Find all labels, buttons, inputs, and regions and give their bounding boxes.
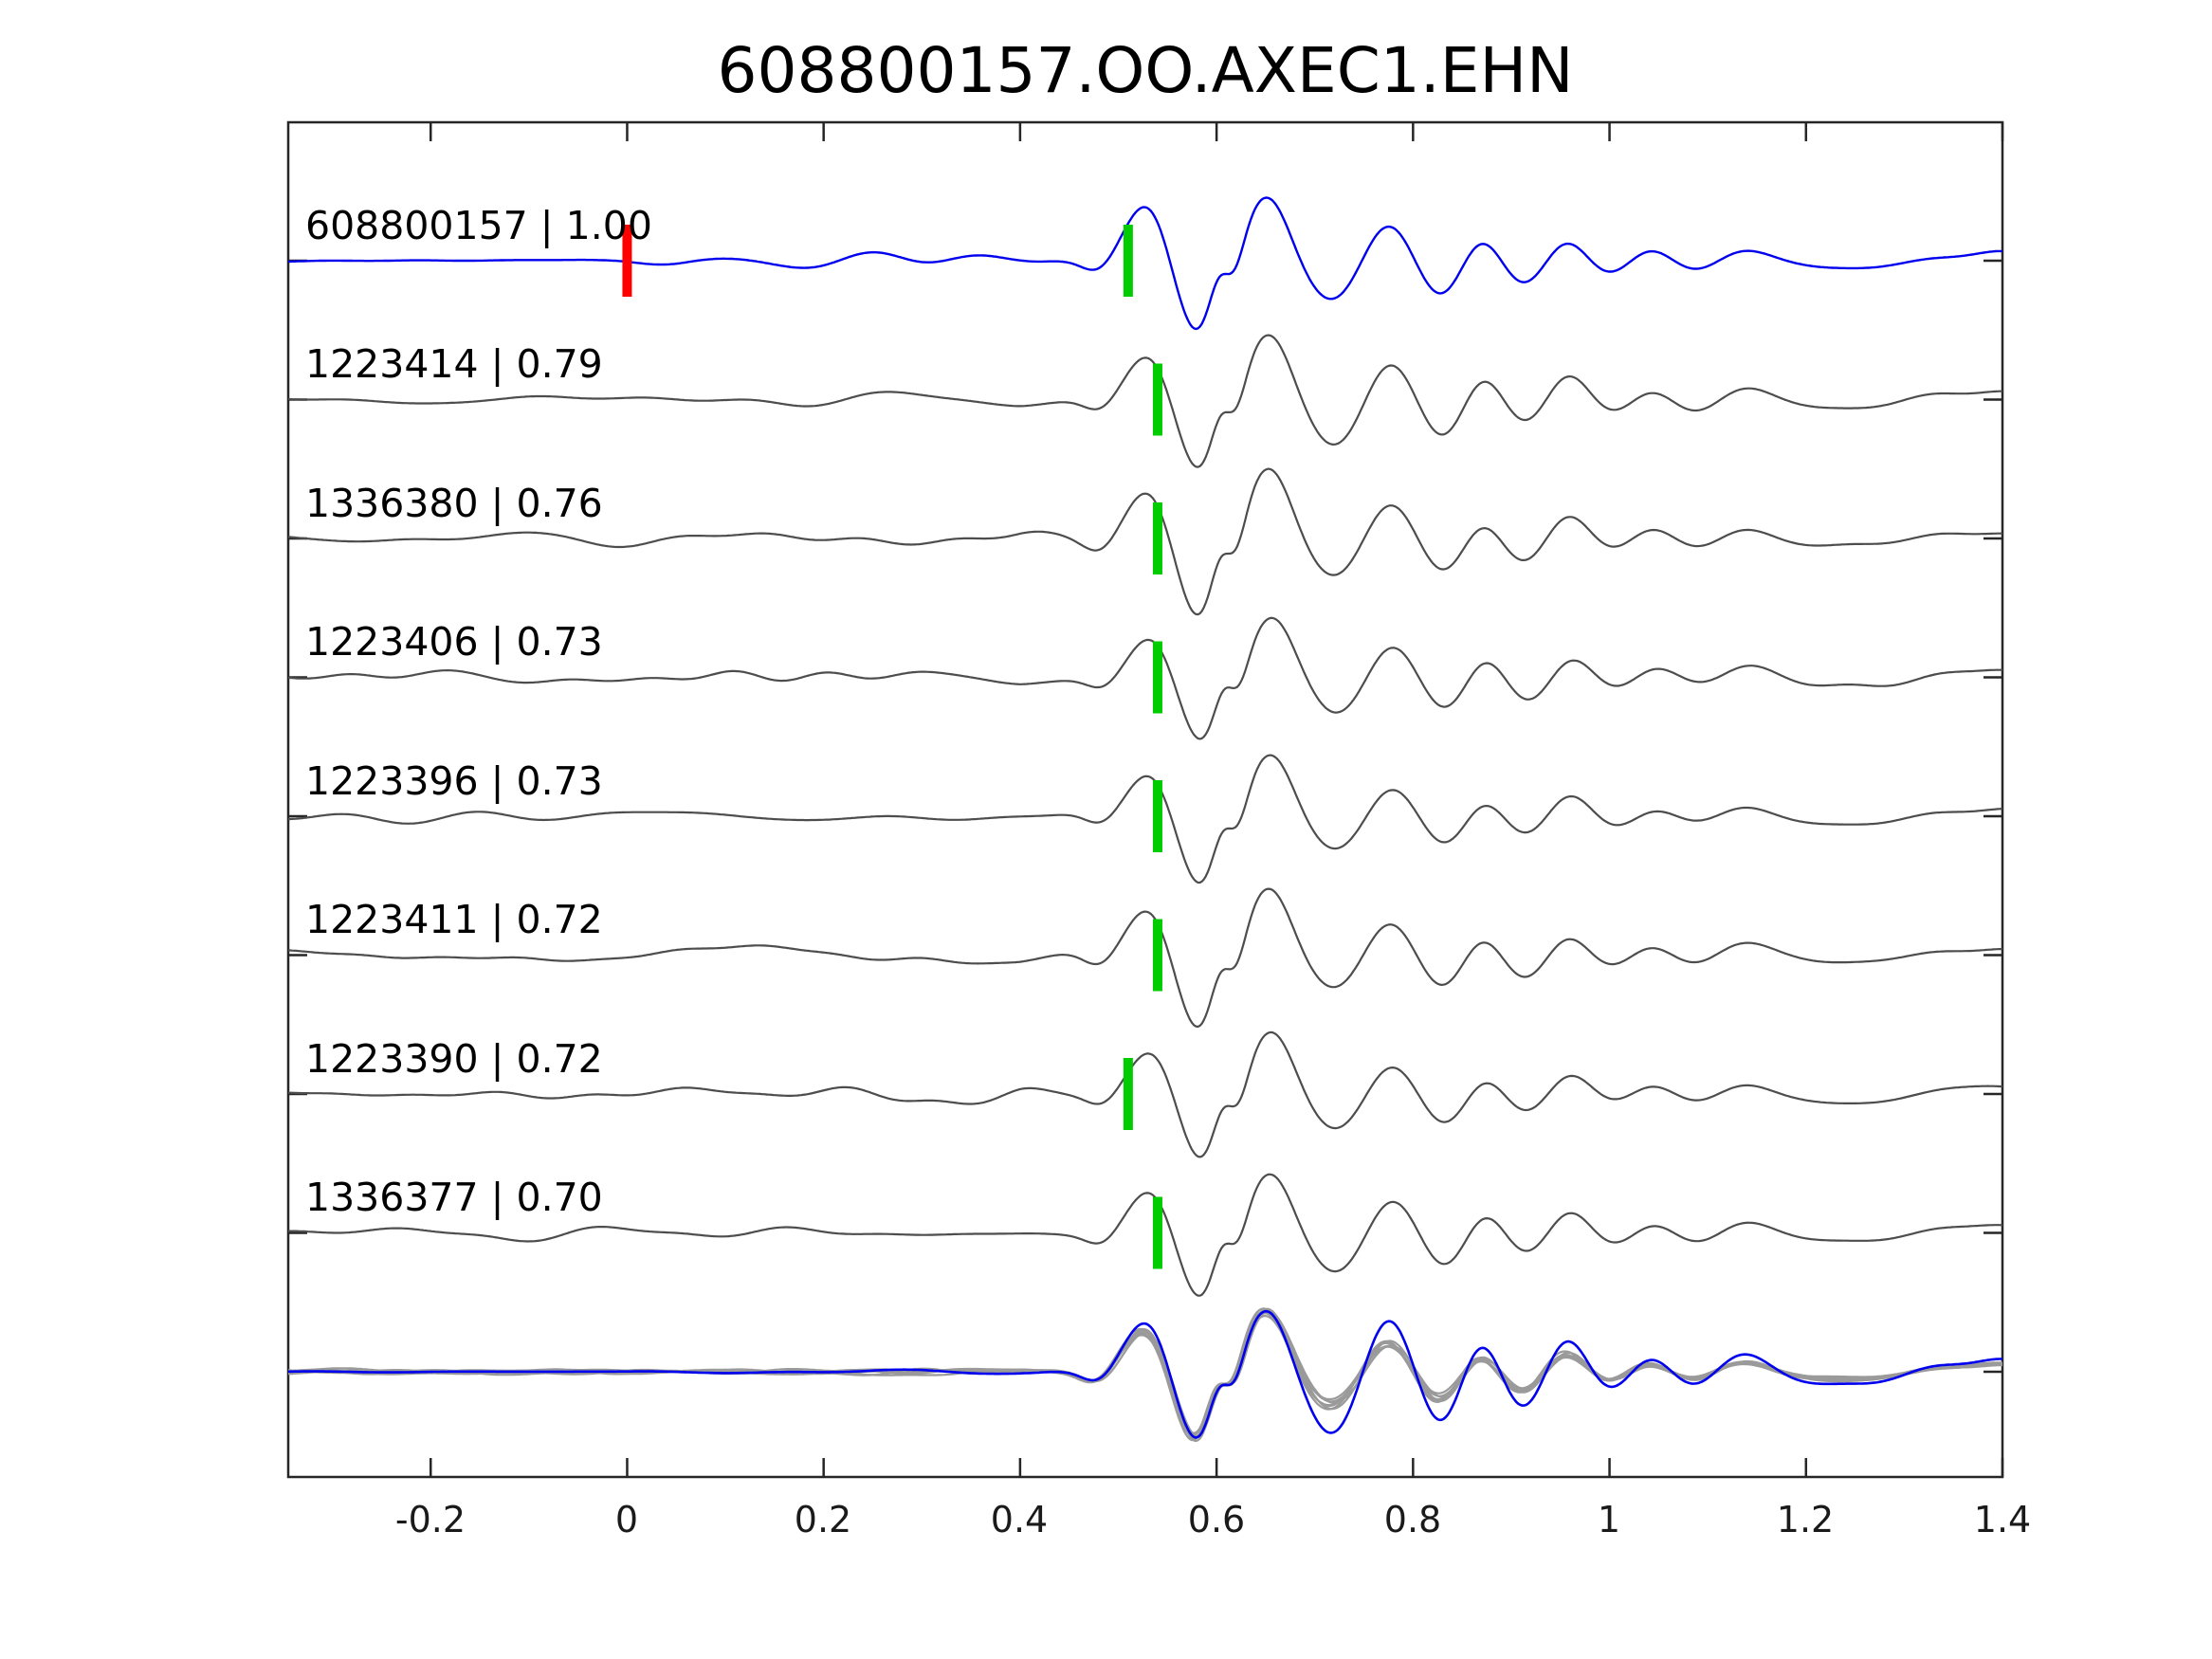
x-tick-label: -0.2 xyxy=(395,1499,466,1540)
x-axis-tick-labels: -0.2 0 0.2 0.4 0.6 0.8 1 1.2 1.4 xyxy=(395,1499,2031,1540)
trace-label-1223411: 1223411 | 0.72 xyxy=(305,897,603,942)
trace-label-1223406: 1223406 | 0.73 xyxy=(305,619,603,665)
trace-labels: 608800157 | 1.00 1223414 | 0.79 1336380 … xyxy=(305,203,652,1220)
pick-marker-green-1223406 xyxy=(1152,641,1162,714)
x-tick-label: 0.6 xyxy=(1188,1499,1245,1540)
axis-box xyxy=(286,120,2004,1479)
trace-waveform-1336380 xyxy=(288,467,2002,616)
x-tick-label: 0.2 xyxy=(795,1499,851,1540)
pick-marker-green-1223414 xyxy=(1152,363,1162,436)
trace-label-1336377: 1336377 | 0.70 xyxy=(305,1175,603,1220)
x-tick-label: 1 xyxy=(1598,1499,1620,1540)
pick-markers xyxy=(622,225,1162,1269)
trace-waveform-1223406 xyxy=(288,616,2002,740)
origin-marker-red-608800157 xyxy=(622,225,632,297)
trace-label-1223396: 1223396 | 0.73 xyxy=(305,758,603,804)
pick-marker-green-1223396 xyxy=(1152,780,1162,852)
trace-waveform-608800157 xyxy=(288,196,2002,331)
trace-waveform-1223411 xyxy=(288,887,2002,1029)
trace-label-1223414: 1223414 | 0.79 xyxy=(305,341,603,387)
trace-label-608800157: 608800157 | 1.00 xyxy=(305,203,652,248)
overlay-waveform-template-608800157 xyxy=(288,1309,2002,1439)
trace-label-1223390: 1223390 | 0.72 xyxy=(305,1036,603,1082)
trace-label-1336380: 1336380 | 0.76 xyxy=(305,481,603,526)
trace-waveform-1223414 xyxy=(288,334,2002,468)
x-tick-label: 0.8 xyxy=(1384,1499,1441,1540)
plot-border xyxy=(286,120,2004,1479)
x-tick-label: 0.4 xyxy=(991,1499,1048,1540)
waveform-traces xyxy=(288,196,2002,1443)
pick-marker-green-608800157 xyxy=(1123,225,1133,297)
overlay-waveform-1223406 xyxy=(288,1307,2002,1443)
trace-waveform-1336377 xyxy=(288,1173,2002,1297)
trace-waveform-1223390 xyxy=(288,1030,2002,1158)
trace-waveform-1223396 xyxy=(288,754,2002,884)
x-tick-label: 1.4 xyxy=(1974,1499,2031,1540)
pick-marker-green-1336380 xyxy=(1152,502,1162,574)
x-tick-label: 0 xyxy=(615,1499,638,1540)
pick-marker-green-1223411 xyxy=(1152,919,1162,992)
x-tick-label: 1.2 xyxy=(1777,1499,1834,1540)
figure-title: 608800157.OO.AXEC1.EHN xyxy=(718,34,1574,107)
pick-marker-green-1223390 xyxy=(1123,1058,1133,1130)
pick-marker-green-1336377 xyxy=(1152,1196,1162,1269)
